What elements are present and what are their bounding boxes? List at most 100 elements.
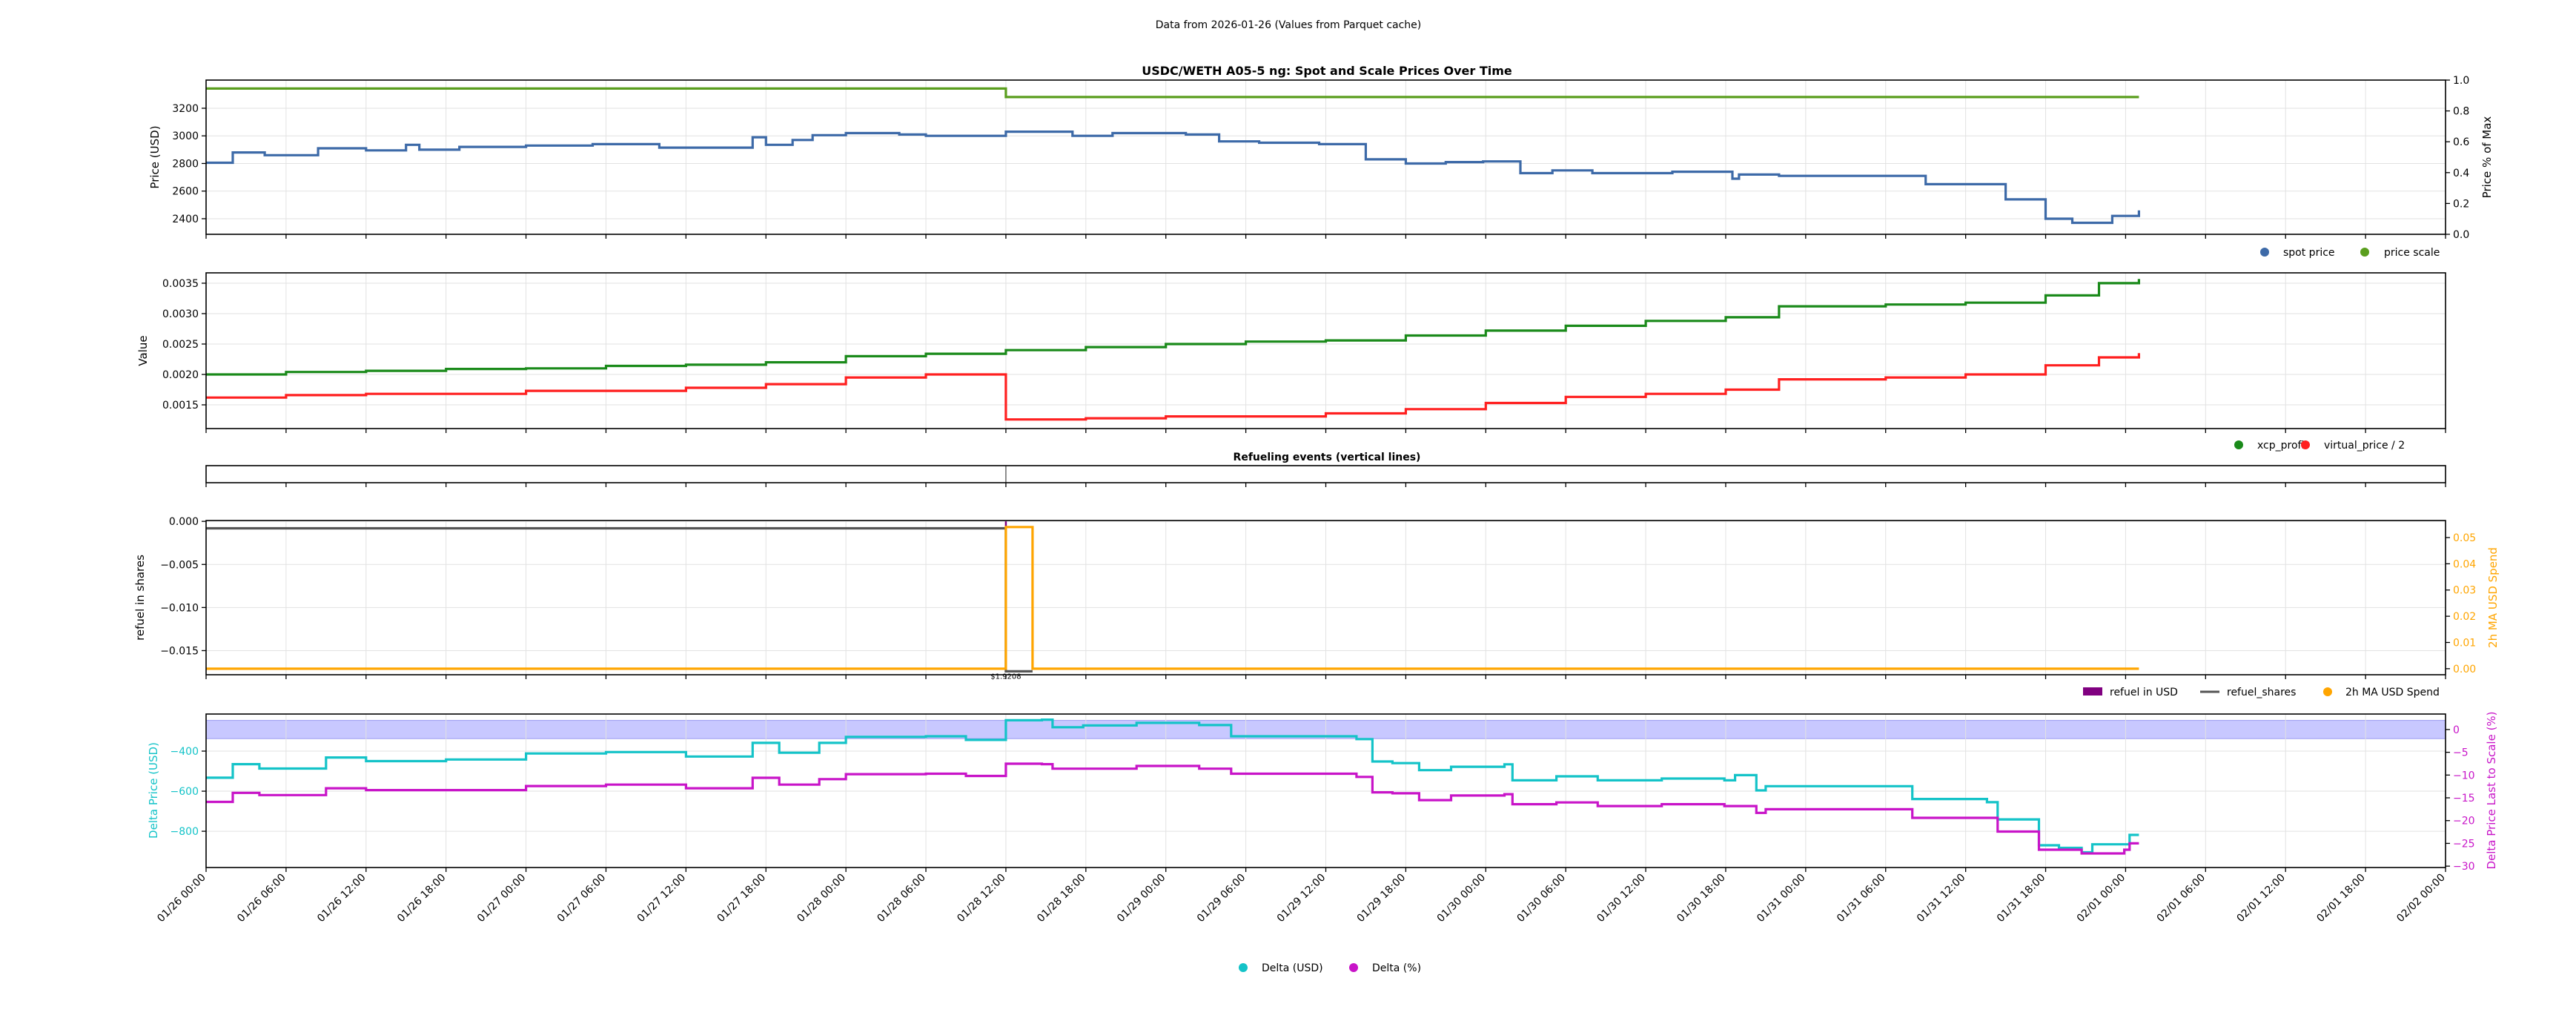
legend-marker-refuel-usd [2083,687,2102,695]
value-ylabel: Value [136,335,150,366]
series-xcp-profit [206,279,2140,376]
y-tick-label: 0.0025 [162,339,199,351]
y-tick-label: 2600 [172,186,199,198]
legend-label-price-scale: price scale [2384,247,2440,259]
series-price-scale [206,87,2139,99]
x-tick-label: 01/31 18:00 [1995,872,2048,925]
y-tick-label-right: −20 [2453,816,2475,827]
y-tick-label: 0.000 [169,516,199,528]
legend-value: xcp_profit virtual_price / 2 [2234,440,2405,452]
legend-label-refuel-usd: refuel in USD [2110,687,2178,698]
legend-label-usd-spend: 2h MA USD Spend [2345,687,2440,698]
panel-refuel-events-title: Refueling events (vertical lines) [1234,452,1421,463]
x-tick-label: 01/27 18:00 [715,872,769,925]
series-delta-usd- [206,718,2139,854]
panel-price-title: USDC/WETH A05-5 ng: Spot and Scale Price… [1142,64,1512,78]
x-tick-label: 01/27 00:00 [475,872,529,925]
y-tick-label: 2800 [172,158,199,170]
series-virtual-price-2 [206,353,2140,421]
y-tick-label: −600 [170,786,199,798]
legend-marker-delta-pct [1349,963,1358,972]
x-tick-label: 01/29 00:00 [1115,872,1168,925]
y-tick-label: −0.010 [160,602,199,614]
y-tick-label: 0.0020 [162,369,199,381]
price-ylabel-right: Price % of Max [2480,116,2494,199]
x-tick-label: 01/28 00:00 [795,872,848,925]
legend-refuel: refuel in USD refuel_shares 2h MA USD Sp… [2083,687,2440,698]
x-tick-label: 01/27 06:00 [555,872,609,925]
y-tick-label: 3000 [172,130,199,142]
x-tick-label: 01/28 18:00 [1035,872,1088,925]
legend-price: spot price price scale [2260,247,2440,259]
y-tick-label-right: 0 [2453,724,2460,736]
panel-refuel-shares: $1.92080.000−0.005−0.010−0.0150.000.010.… [160,516,2476,681]
x-tick-label: 01/26 12:00 [315,872,368,925]
legend-marker-usd-spend [2323,687,2332,696]
x-tick-label: 01/29 18:00 [1355,872,1408,925]
x-tick-label: 01/30 18:00 [1675,872,1728,925]
x-tick-label: 02/01 06:00 [2155,872,2208,925]
legend-marker-spot-price [2260,248,2269,257]
delta-usd-ylabel: Delta Price (USD) [147,742,160,839]
x-tick-label: 01/28 06:00 [875,872,928,925]
y-tick-label-right: 0.03 [2453,585,2476,597]
usd-spend-ylabel-right: 2h MA USD Spend [2486,547,2500,648]
x-tick-label: 01/26 18:00 [395,872,448,925]
legend-delta: Delta (USD) Delta (%) [1239,962,1421,974]
y-tick-label-right: 1.0 [2453,75,2469,87]
legend-label-xcp-profit: xcp_profit [2257,440,2308,452]
y-tick-label-right: 0.8 [2453,106,2469,118]
x-tick-label: 02/01 18:00 [2314,872,2368,925]
series-2h-ma-usd-spend [206,526,2139,670]
panel-refuel-events [205,465,2446,487]
price-ylabel: Price (USD) [148,125,162,188]
y-tick-label-right: 0.05 [2453,532,2476,544]
y-tick-label: 0.0030 [162,308,199,320]
plot-marks: 2400 2600 2800 3000 3200 0.0 0.2 0.4 0.6 0.8 1.0 0.… [155,75,2476,925]
axes-frame [205,465,2446,483]
legend-label-virtual-price: virtual_price / 2 [2324,440,2405,452]
y-tick-label: −400 [170,746,199,758]
y-tick-label: −800 [170,826,199,838]
legend-label-delta-pct: Delta (%) [1372,962,1421,974]
x-tick-label: 01/30 00:00 [1435,872,1489,925]
panel-price: 2400 2600 2800 3000 3200 0.0 0.2 0.4 0.6 0.8 1.0 [172,75,2469,241]
y-tick-label: −0.015 [160,645,199,657]
x-tick-label: 01/29 12:00 [1275,872,1328,925]
legend-label-spot-price: spot price [2283,247,2335,259]
y-tick-label: 0.0015 [162,400,199,412]
x-tick-label: 01/31 00:00 [1755,872,1808,925]
legend-marker-price-scale [2360,248,2369,257]
y-tick-label-right: 0.02 [2453,611,2476,623]
x-tick-label: 01/26 06:00 [235,872,288,925]
delta-pct-ylabel-right: Delta Price Last to Scale (%) [2485,711,2498,869]
x-tick-label: 01/30 12:00 [1595,872,1648,925]
y-tick-label: 0.0035 [162,278,199,290]
y-tick-label-right: 0.4 [2453,168,2469,179]
y-tick-label-right: 0.00 [2453,664,2476,675]
y-tick-label-right: 0.6 [2453,136,2469,148]
panel-delta: −400 −600 −800 0 −5 −10 −15 −20 −25 −30 [170,713,2475,873]
y-tick-label-right: 0.04 [2453,558,2476,570]
legend-label-delta-usd: Delta (USD) [1262,962,1323,974]
y-tick-label-right: −30 [2453,861,2475,873]
y-tick-label-right: 0.0 [2453,229,2469,241]
y-tick-label: 3200 [172,103,199,115]
x-tick-label: 02/01 00:00 [2075,872,2128,925]
legend-marker-virtual-price [2301,440,2310,449]
legend-marker-xcp-profit [2234,440,2243,449]
x-tick-label: 01/31 06:00 [1835,872,1888,925]
figure-suptitle: Data from 2026-01-26 (Values from Parque… [1156,19,1422,31]
legend-marker-delta-usd [1239,963,1248,972]
y-tick-label-right: −25 [2453,838,2475,850]
y-tick-label-right: 0.01 [2453,637,2476,649]
x-tick-label: 02/01 12:00 [2235,872,2288,925]
x-tick-label: 01/26 00:00 [155,872,208,925]
x-tick-label: 01/27 12:00 [635,872,689,925]
y-tick-label: 2400 [172,214,199,225]
y-tick-label-right: 0.2 [2453,198,2469,210]
y-tick-label-right: −15 [2453,793,2475,804]
x-tick-label: 01/31 12:00 [1915,872,1968,925]
series-delta- [206,762,2139,855]
